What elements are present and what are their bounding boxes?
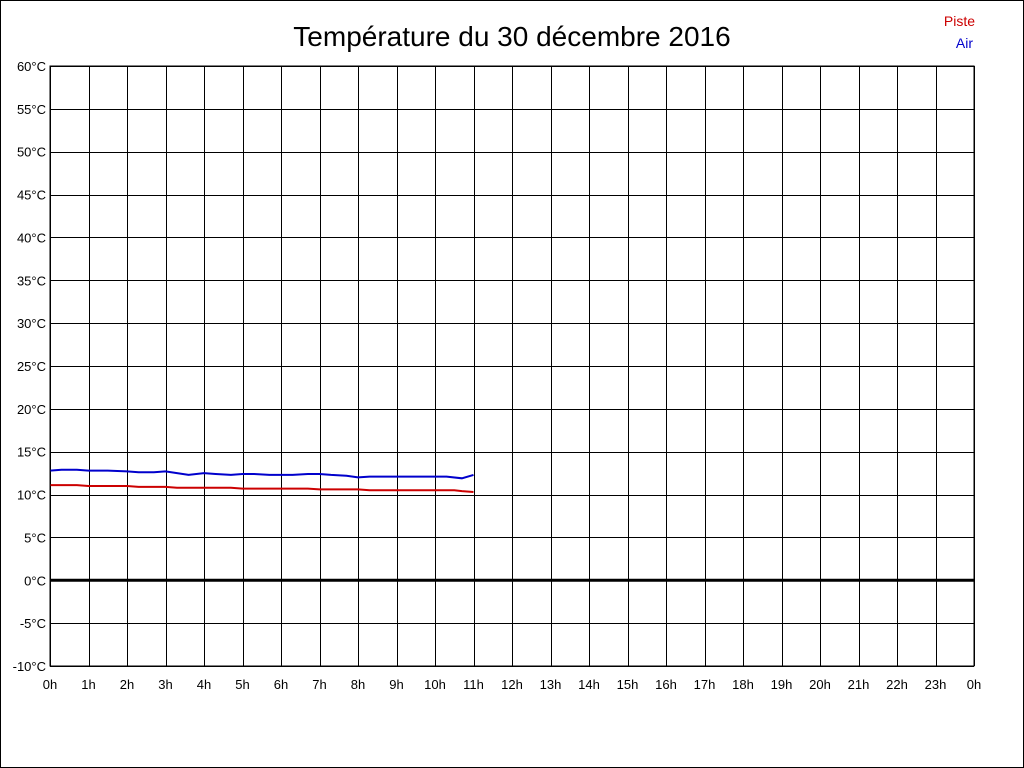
y-tick-label: 15°C — [17, 445, 46, 460]
y-tick-label: 55°C — [17, 102, 46, 117]
x-tick-label: 5h — [235, 677, 249, 692]
x-tick-label: 9h — [389, 677, 403, 692]
x-tick-label: 0h — [43, 677, 57, 692]
x-tick-label: 21h — [848, 677, 870, 692]
x-tick-label: 10h — [424, 677, 446, 692]
x-tick-label: 19h — [771, 677, 793, 692]
x-tick-label: 14h — [578, 677, 600, 692]
x-tick-label: 7h — [312, 677, 326, 692]
y-tick-label: 60°C — [17, 59, 46, 74]
x-tick-label: 6h — [274, 677, 288, 692]
x-tick-label: 18h — [732, 677, 754, 692]
y-tick-label: 20°C — [17, 402, 46, 417]
y-tick-label: 0°C — [24, 573, 46, 588]
x-tick-label: 12h — [501, 677, 523, 692]
y-tick-label: 10°C — [17, 488, 46, 503]
grid-lines — [50, 66, 975, 667]
x-tick-label: 11h — [463, 677, 484, 692]
x-tick-label: 17h — [694, 677, 716, 692]
y-axis-ticks: 60°C 55°C 50°C 45°C 40°C 35°C 30°C 25°C 20°C 15°C… — [13, 59, 46, 674]
x-tick-label: 4h — [197, 677, 211, 692]
x-tick-label: 0h — [967, 677, 981, 692]
y-tick-label: 25°C — [17, 359, 46, 374]
y-tick-label: 45°C — [17, 188, 46, 203]
x-tick-label: 16h — [655, 677, 677, 692]
x-tick-label: 13h — [540, 677, 562, 692]
y-tick-label: 30°C — [17, 316, 46, 331]
y-tick-label: 50°C — [17, 145, 46, 160]
y-tick-label: 35°C — [17, 273, 46, 288]
legend-item-air: Air — [956, 35, 973, 51]
y-tick-label: -10°C — [13, 659, 46, 674]
chart-title: Température du 30 décembre 2016 — [293, 21, 730, 52]
legend-item-piste: Piste — [944, 13, 975, 29]
x-tick-label: 15h — [617, 677, 639, 692]
x-tick-label: 20h — [809, 677, 831, 692]
x-tick-label: 22h — [886, 677, 908, 692]
x-axis-ticks: 0h 1h 2h 3h 4h 5h 6h 7h 8h 9h 10h 11h 12h 13h 14h 15h 16… — [43, 677, 981, 692]
x-tick-label: 23h — [925, 677, 947, 692]
x-tick-label: 1h — [81, 677, 95, 692]
x-tick-label: 8h — [351, 677, 365, 692]
y-tick-label: -5°C — [20, 616, 46, 631]
x-tick-label: 2h — [120, 677, 134, 692]
series-line-piste — [50, 484, 474, 493]
y-tick-label: 40°C — [17, 230, 46, 245]
series-line-air — [49, 468, 474, 480]
series-group — [49, 468, 474, 493]
y-tick-label: 5°C — [24, 530, 46, 545]
x-tick-label: 3h — [158, 677, 172, 692]
plot-area-border — [49, 65, 975, 667]
